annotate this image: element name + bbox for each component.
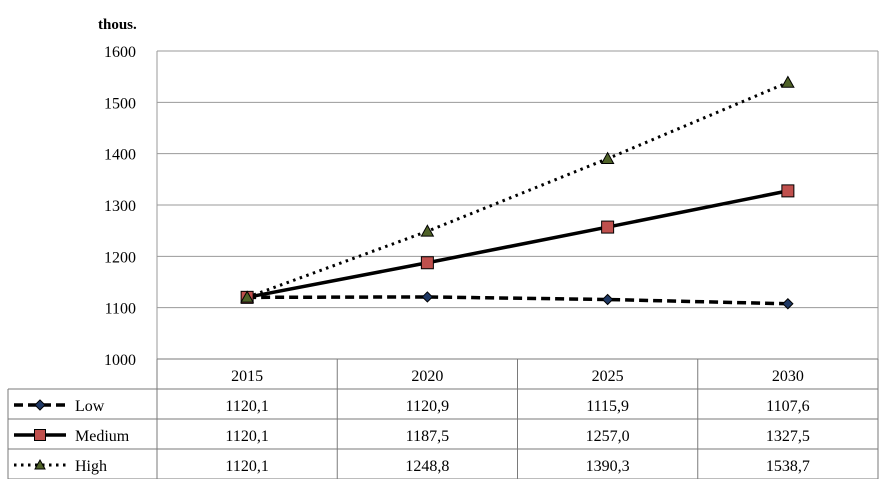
y-tick-label: 1000	[104, 352, 136, 369]
table-cell-value: 1187,5	[406, 428, 449, 445]
data-point-high	[420, 224, 435, 237]
table-cell-value: 1115,9	[586, 398, 629, 415]
x-category-label: 2020	[411, 368, 443, 385]
legend-label-medium: Medium	[75, 428, 130, 445]
y-axis-tick-labels: 1000 1100 1200 1300 1400 1500 1600	[104, 44, 136, 369]
table-cell-value: 1327,5	[766, 428, 810, 445]
y-tick-label: 1200	[104, 249, 136, 266]
legend-label-high: High	[75, 458, 107, 475]
table-cell-value: 1538,7	[766, 458, 810, 475]
data-point-high	[240, 290, 254, 303]
data-point-high	[34, 458, 46, 470]
data-point-high	[781, 75, 795, 88]
table-cell-value: 1120,1	[225, 458, 268, 475]
series-line-medium	[246, 189, 789, 300]
y-axis-unit-label: thous.	[98, 17, 137, 33]
series-line-high	[246, 81, 789, 299]
data-point-low	[601, 293, 614, 306]
x-category-label: 2015	[231, 368, 263, 385]
y-tick-label: 1500	[104, 95, 136, 112]
y-tick-label: 1100	[105, 301, 136, 318]
data-point-low	[782, 298, 794, 310]
series-lines	[240, 75, 795, 310]
series-line-low	[247, 295, 788, 306]
data-point-medium	[420, 256, 434, 270]
y-tick-label: 1300	[104, 198, 136, 215]
table-cell-value: 1248,8	[405, 458, 449, 475]
data-point-medium	[34, 429, 46, 441]
x-category-label: 2030	[772, 368, 804, 385]
table-cell-value: 1120,1	[225, 428, 268, 445]
data-point-low	[34, 399, 46, 411]
table-cell-value: 1257,0	[586, 428, 630, 445]
y-tick-label: 1400	[104, 147, 136, 164]
table-cell-value: 1120,9	[406, 398, 449, 415]
gridlines	[156, 50, 879, 360]
data-point-high	[600, 151, 615, 164]
legend-label-low: Low	[75, 398, 105, 415]
data-table: 2015 2020 2025 2030 Low 1120,1 1120,9 1115,9 110…	[7, 358, 879, 479]
data-point-medium	[601, 220, 615, 234]
x-category-label: 2025	[592, 368, 624, 385]
table-cell-value: 1107,6	[766, 398, 809, 415]
data-point-medium	[781, 184, 795, 198]
y-tick-label: 1600	[104, 44, 136, 61]
table-cell-value: 1390,3	[586, 458, 630, 475]
data-point-low	[421, 291, 434, 303]
table-cell-value: 1120,1	[225, 398, 268, 415]
